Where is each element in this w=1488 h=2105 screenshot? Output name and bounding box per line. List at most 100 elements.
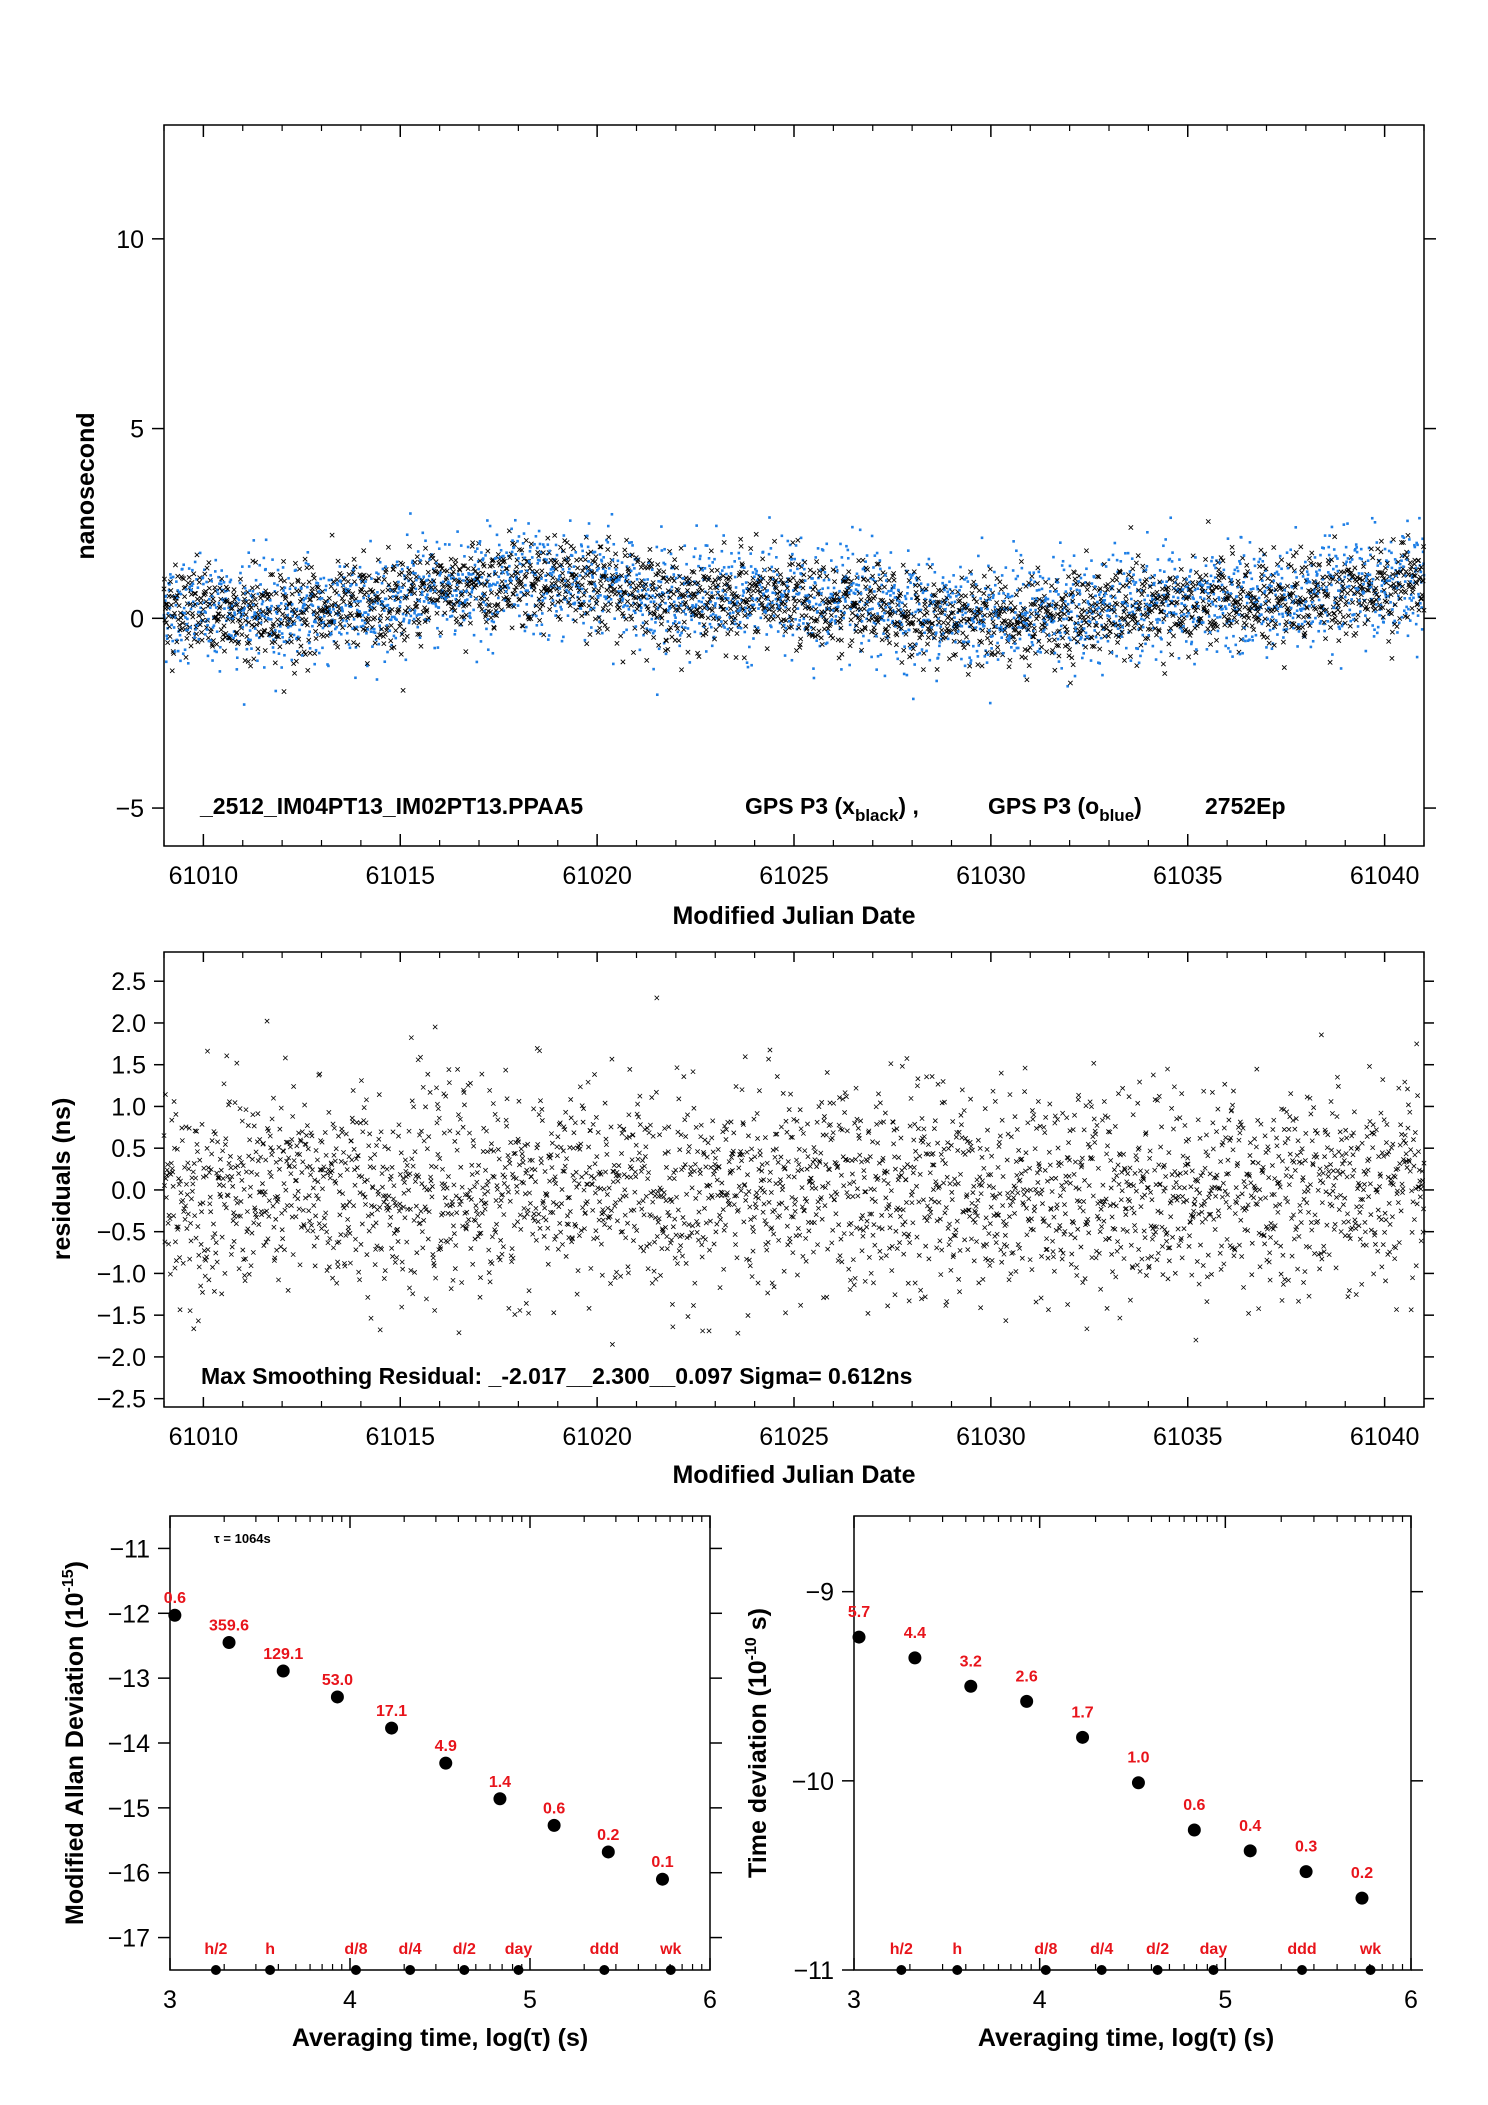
blue-point (210, 595, 214, 598)
blue-point (440, 595, 443, 599)
blue-point (464, 575, 468, 579)
blue-point (1014, 577, 1018, 581)
blue-point (373, 631, 377, 635)
blue-point (876, 612, 879, 615)
black-point (368, 587, 374, 593)
blue-point (1089, 659, 1093, 662)
blue-point (303, 609, 306, 613)
blue-point (538, 542, 542, 546)
black-point (471, 566, 477, 572)
black-point (400, 687, 406, 693)
blue-point (1116, 627, 1120, 630)
blue-point (473, 563, 477, 567)
blue-point (744, 581, 748, 584)
blue-point (964, 611, 967, 615)
blue-point (326, 600, 330, 603)
blue-point (855, 572, 859, 576)
blue-point (908, 573, 911, 576)
blue-point (989, 588, 993, 591)
black-point (372, 615, 378, 621)
blue-point (683, 544, 687, 548)
blue-point (174, 616, 177, 619)
blue-point (321, 646, 324, 650)
blue-point (775, 573, 779, 577)
blue-point (275, 636, 278, 639)
blue-point (1260, 622, 1264, 626)
blue-point (435, 561, 438, 565)
blue-point (1086, 635, 1089, 638)
blue-point (803, 567, 806, 571)
black-point (493, 571, 499, 577)
blue-point (1001, 651, 1005, 655)
black-point (517, 596, 523, 602)
blue-point (1077, 603, 1081, 606)
blue-point (875, 551, 879, 555)
blue-point (614, 568, 618, 571)
blue-point (198, 551, 202, 555)
blue-point (674, 616, 677, 620)
blue-point (1207, 615, 1211, 618)
blue-point (877, 573, 881, 577)
black-point (371, 605, 377, 611)
blue-point (1037, 588, 1041, 592)
blue-point (746, 665, 750, 669)
blue-point (1017, 626, 1020, 629)
blue-point (542, 545, 546, 549)
blue-point (1292, 626, 1295, 630)
blue-point (857, 576, 860, 579)
blue-point (601, 631, 604, 635)
blue-point (1300, 586, 1304, 590)
blue-point (208, 606, 212, 609)
blue-point (1104, 565, 1108, 568)
blue-point (956, 630, 960, 633)
blue-point (1104, 592, 1107, 595)
blue-point (191, 582, 195, 585)
blue-point (426, 578, 430, 582)
blue-point (743, 566, 746, 569)
blue-point (184, 616, 187, 619)
blue-point (755, 569, 758, 573)
blue-point (1242, 554, 1246, 557)
blue-point (351, 568, 355, 572)
black-point (482, 591, 488, 597)
blue-point (255, 634, 258, 637)
black-point (289, 591, 295, 597)
black-point (357, 612, 363, 618)
blue-point (520, 569, 524, 573)
black-point (478, 581, 484, 587)
blue-point (1144, 642, 1147, 646)
black-point (481, 563, 487, 569)
blue-point (496, 610, 500, 614)
blue-point (1250, 635, 1254, 639)
blue-point (821, 549, 825, 552)
blue-point (1136, 647, 1140, 651)
blue-point (1080, 636, 1083, 639)
blue-point (663, 547, 666, 551)
blue-point (306, 551, 310, 554)
blue-point (470, 573, 473, 576)
blue-point (1285, 551, 1289, 554)
blue-point (649, 600, 653, 604)
blue-point (364, 611, 368, 614)
blue-point (232, 630, 236, 633)
blue-point (1289, 606, 1293, 610)
blue-point (239, 571, 242, 575)
black-point (221, 623, 227, 629)
blue-point (1278, 622, 1282, 626)
blue-point (424, 596, 428, 599)
blue-point (657, 647, 661, 651)
black-point (313, 628, 319, 634)
blue-point (404, 658, 408, 662)
blue-point (1090, 582, 1094, 585)
blue-point (494, 583, 497, 587)
blue-point (452, 576, 456, 580)
blue-point (295, 608, 299, 611)
black-point (164, 601, 170, 607)
blue-point (247, 551, 251, 554)
blue-point (468, 611, 472, 615)
blue-point (315, 581, 318, 585)
blue-point (553, 604, 557, 608)
blue-point (283, 586, 287, 590)
blue-point (1115, 654, 1118, 658)
blue-point (595, 540, 599, 544)
